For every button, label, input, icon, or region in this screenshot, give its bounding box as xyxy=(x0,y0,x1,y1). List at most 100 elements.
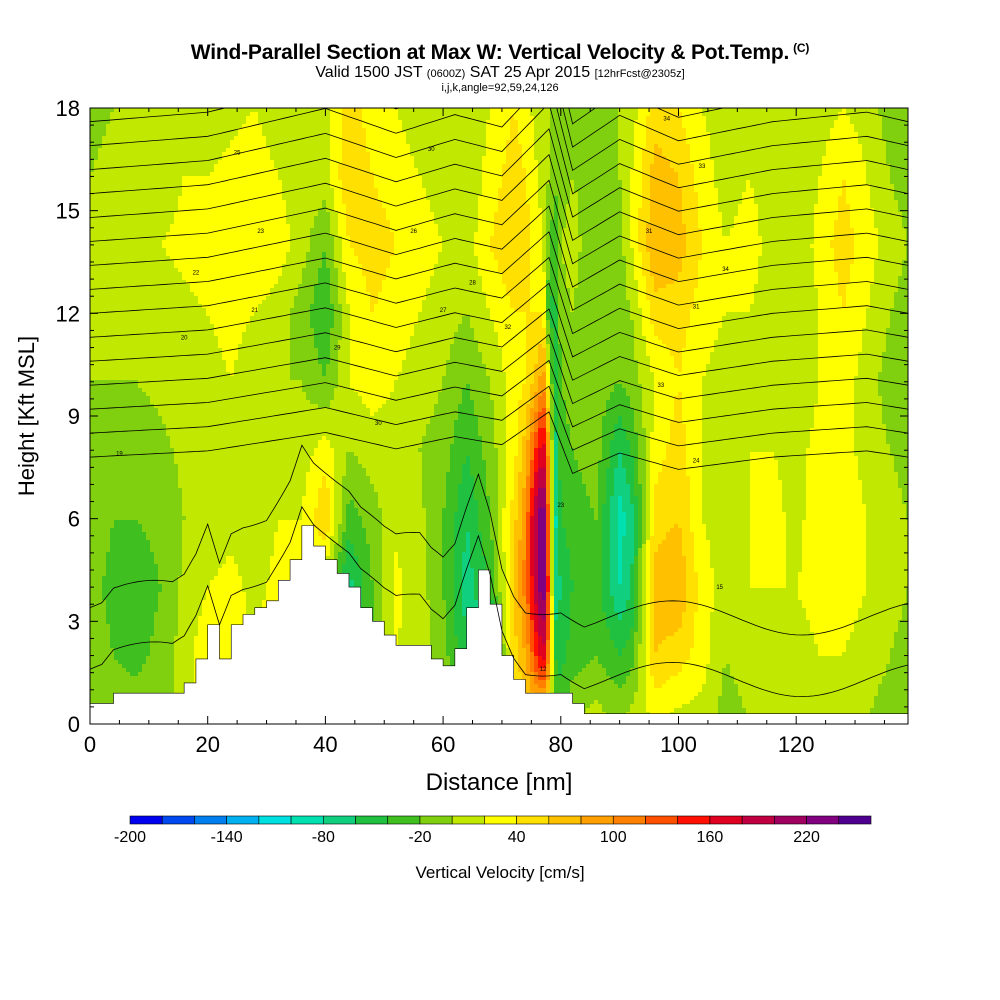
velocity-cell xyxy=(726,192,731,197)
velocity-cell xyxy=(498,188,503,193)
velocity-cell xyxy=(830,148,835,153)
velocity-cell xyxy=(154,140,159,145)
velocity-cell xyxy=(102,180,107,185)
velocity-cell xyxy=(150,184,155,189)
velocity-cell xyxy=(626,168,631,173)
velocity-cell xyxy=(270,192,275,197)
velocity-cell xyxy=(634,188,639,193)
velocity-cell xyxy=(514,144,519,149)
velocity-cell xyxy=(790,168,795,173)
velocity-cell xyxy=(726,160,731,165)
velocity-cell xyxy=(242,188,247,193)
velocity-cell xyxy=(254,156,259,161)
velocity-cell xyxy=(234,108,239,113)
velocity-cell xyxy=(346,156,351,161)
velocity-cell xyxy=(122,160,127,165)
velocity-cell xyxy=(250,132,255,137)
velocity-cell xyxy=(114,148,119,153)
velocity-cell xyxy=(378,172,383,177)
velocity-cell xyxy=(158,112,163,117)
velocity-cell xyxy=(230,148,235,153)
velocity-cell xyxy=(682,152,687,157)
velocity-cell xyxy=(902,120,907,125)
velocity-cell xyxy=(354,128,359,133)
velocity-cell xyxy=(374,204,379,209)
velocity-cell xyxy=(450,156,455,161)
velocity-cell xyxy=(446,200,451,205)
velocity-cell xyxy=(670,192,675,197)
velocity-cell xyxy=(866,152,871,157)
velocity-cell xyxy=(518,108,523,113)
velocity-cell xyxy=(862,108,867,113)
velocity-cell xyxy=(434,156,439,161)
velocity-cell xyxy=(334,172,339,177)
velocity-cell xyxy=(614,160,619,165)
velocity-cell xyxy=(98,164,103,169)
velocity-cell xyxy=(534,132,539,137)
velocity-cell xyxy=(418,184,423,189)
velocity-cell xyxy=(102,168,107,173)
velocity-cell xyxy=(526,184,531,189)
velocity-cell xyxy=(774,124,779,129)
velocity-cell xyxy=(610,196,615,201)
velocity-cell xyxy=(586,124,591,129)
velocity-cell xyxy=(222,116,227,121)
velocity-cell xyxy=(522,116,527,121)
velocity-cell xyxy=(738,180,743,185)
velocity-cell xyxy=(782,116,787,121)
velocity-cell xyxy=(310,172,315,177)
velocity-cell xyxy=(414,108,419,113)
velocity-cell xyxy=(186,192,191,197)
velocity-cell xyxy=(158,200,163,205)
velocity-cell xyxy=(778,120,783,125)
velocity-cell xyxy=(110,148,115,153)
velocity-cell xyxy=(742,116,747,121)
velocity-cell xyxy=(378,168,383,173)
velocity-cell xyxy=(298,188,303,193)
velocity-cell xyxy=(594,156,599,161)
velocity-cell xyxy=(374,172,379,177)
velocity-cell xyxy=(886,196,891,201)
velocity-cell xyxy=(230,164,235,169)
velocity-cell xyxy=(498,128,503,133)
velocity-cell xyxy=(506,120,511,125)
velocity-cell xyxy=(458,128,463,133)
velocity-cell xyxy=(434,132,439,137)
velocity-cell xyxy=(682,180,687,185)
velocity-cell xyxy=(142,120,147,125)
velocity-cell xyxy=(114,132,119,137)
velocity-cell xyxy=(406,108,411,113)
velocity-cell xyxy=(398,204,403,209)
velocity-cell xyxy=(350,128,355,133)
velocity-cell xyxy=(770,168,775,173)
velocity-cell xyxy=(602,152,607,157)
velocity-cell xyxy=(518,124,523,129)
velocity-cell xyxy=(694,184,699,189)
velocity-cell xyxy=(674,144,679,149)
velocity-cell xyxy=(626,124,631,129)
velocity-cell xyxy=(386,136,391,141)
velocity-cell xyxy=(510,180,515,185)
velocity-cell xyxy=(386,192,391,197)
velocity-cell xyxy=(758,132,763,137)
velocity-cell xyxy=(542,168,547,173)
velocity-cell xyxy=(614,168,619,173)
velocity-cell xyxy=(542,144,547,149)
velocity-cell xyxy=(478,176,483,181)
velocity-cell xyxy=(782,136,787,141)
velocity-cell xyxy=(342,200,347,205)
velocity-cell xyxy=(890,120,895,125)
velocity-cell xyxy=(206,200,211,205)
velocity-cell xyxy=(206,156,211,161)
velocity-cell xyxy=(630,136,635,141)
velocity-cell xyxy=(258,164,263,169)
velocity-cell xyxy=(674,168,679,173)
velocity-cell xyxy=(350,144,355,149)
velocity-cell xyxy=(342,172,347,177)
velocity-cell xyxy=(366,132,371,137)
velocity-cell xyxy=(610,136,615,141)
velocity-cell xyxy=(358,152,363,157)
velocity-cell xyxy=(842,144,847,149)
velocity-cell xyxy=(594,116,599,121)
velocity-cell xyxy=(438,148,443,153)
